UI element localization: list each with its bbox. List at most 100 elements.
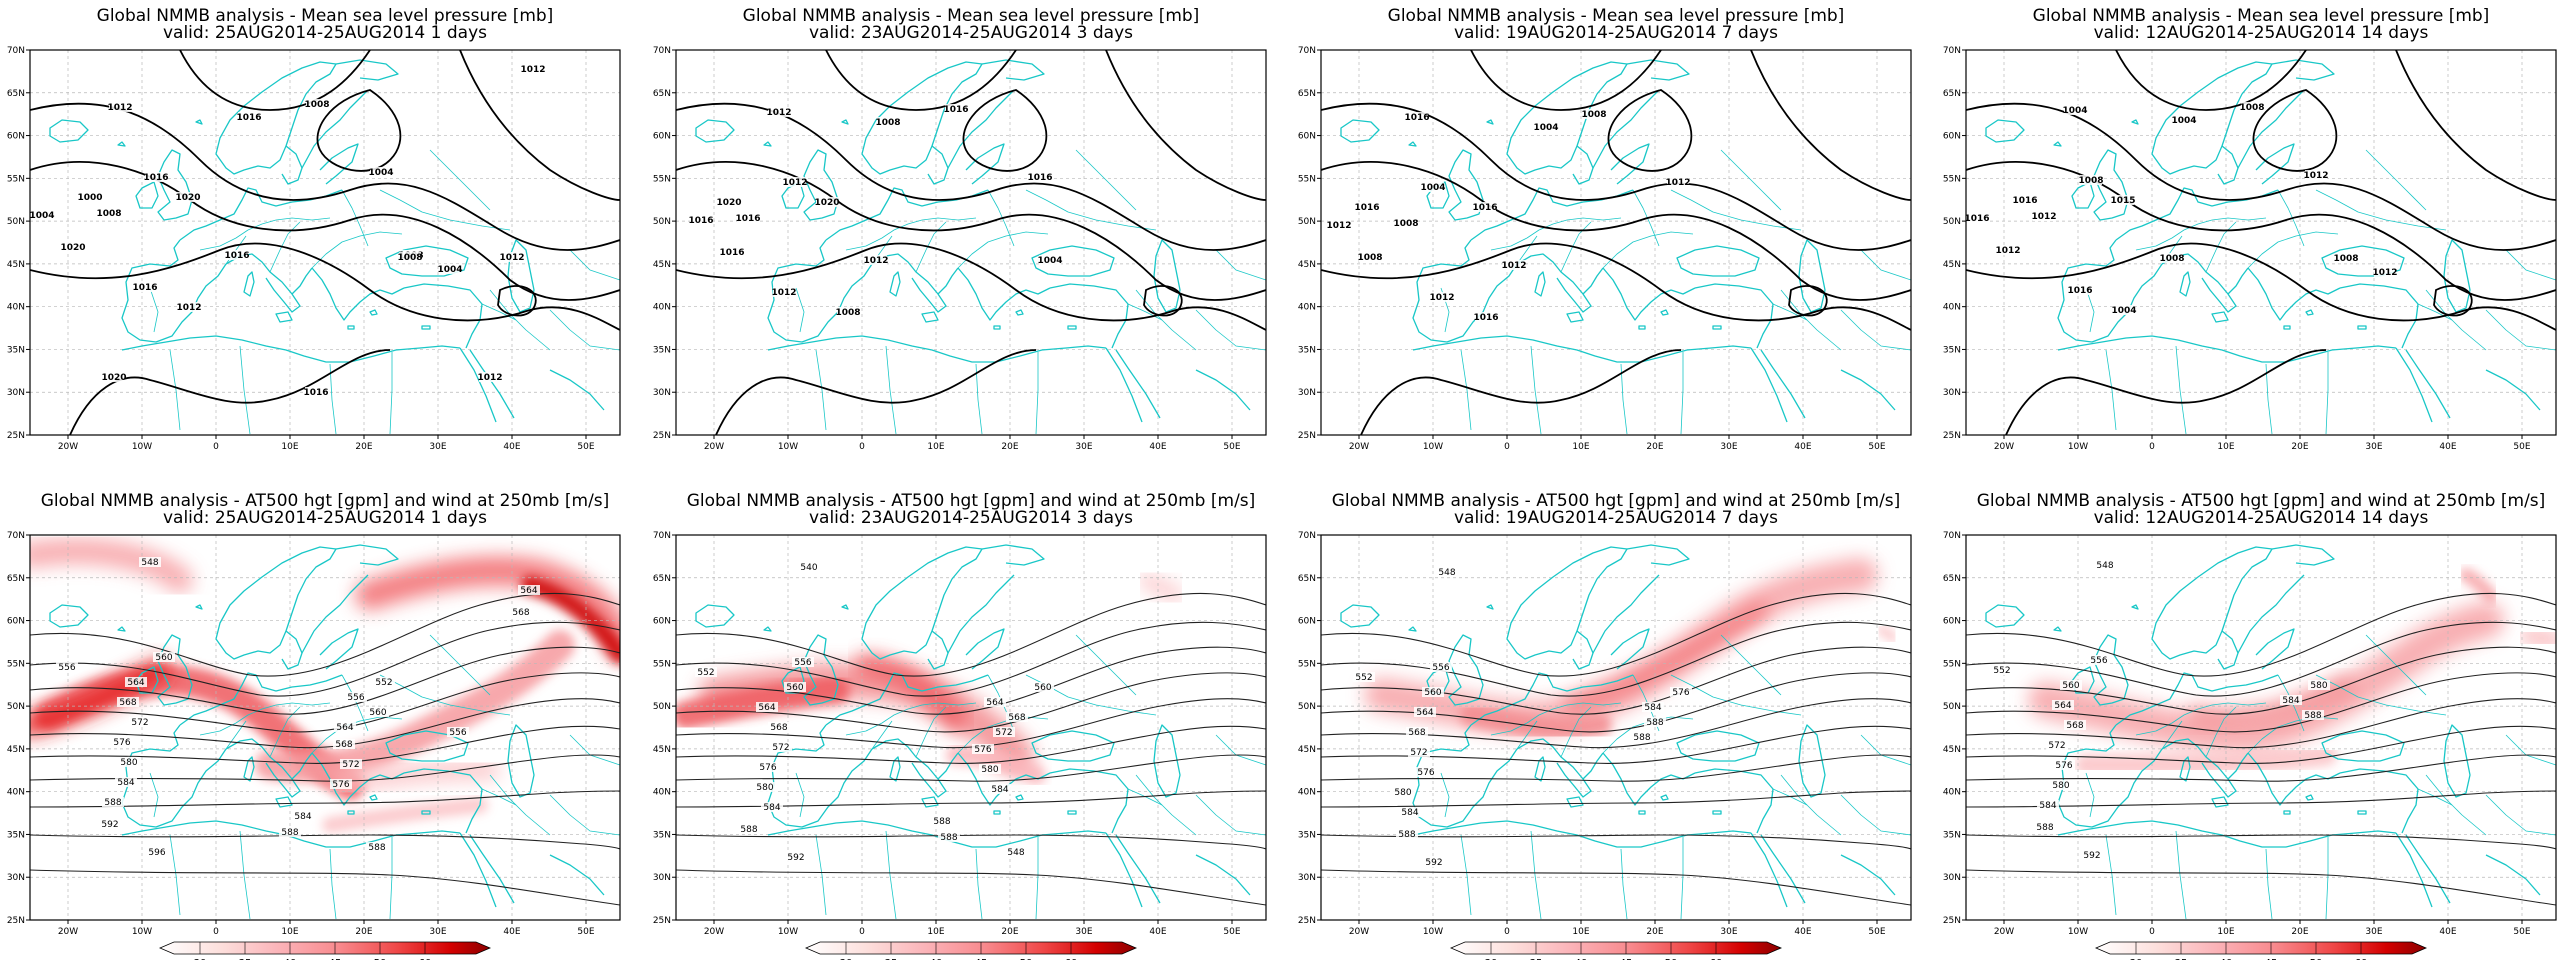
latitude-tick-label: 70N (1943, 46, 1961, 56)
longitude-tick-label: 40E (2439, 927, 2456, 937)
contour-label: 540 (800, 563, 817, 573)
panel-title: Global NMMB analysis - Mean sea level pr… (97, 6, 554, 26)
contour-label: 592 (787, 853, 804, 863)
longitude-tick-label: 20E (1646, 927, 1663, 937)
map-frame (1320, 49, 1912, 436)
contour-label: 1008 (2239, 103, 2264, 113)
longitude-tick-label: 50E (1223, 442, 1240, 452)
latitude-tick-label: 45N (7, 745, 25, 755)
z500-panel-3: Global NMMB analysis - AT500 hgt [gpm] a… (1298, 491, 1912, 960)
latitude-tick-label: 70N (1298, 46, 1316, 56)
latitude-tick-label: 40N (653, 303, 671, 313)
map-area: 540 552 556 560 564 568 572 576 580 584 588 592 560 5… (676, 535, 1266, 920)
latitude-tick-label: 25N (1943, 431, 1961, 441)
longitude-tick-label: 10W (778, 442, 798, 452)
contour-label: 588 (1633, 733, 1650, 743)
longitude-tick-label: 50E (1868, 927, 1885, 937)
longitude-tick-label: 10W (1423, 927, 1443, 937)
contour-label: 576 (332, 780, 349, 790)
longitude-tick-label: 20W (1349, 442, 1369, 452)
colorbar-label: 50 (1020, 958, 1033, 960)
map-frame (675, 49, 1267, 436)
contour-label: 584 (2282, 696, 2299, 706)
longitude-tick-label: 50E (1223, 927, 1240, 937)
map-frame (29, 534, 621, 921)
contour-label: 588 (368, 843, 385, 853)
contour-label: 564 (758, 703, 775, 713)
longitude-tick-label: 50E (577, 442, 594, 452)
contour-label: 552 (375, 678, 392, 688)
colorbar-label: 45 (1620, 958, 1633, 960)
contour-label: 1012 (1665, 178, 1690, 188)
contour-label: 572 (131, 718, 148, 728)
latitude-tick-label: 50N (1298, 702, 1316, 712)
contour-label: 556 (58, 663, 75, 673)
contour-label: 1004 (1037, 256, 1062, 266)
contour-label: 1012 (782, 178, 807, 188)
longitude-tick-label: 30E (429, 927, 446, 937)
contour-label: 1016 (719, 248, 744, 258)
latitude-tick-label: 30N (653, 873, 671, 883)
latitude-tick-label: 45N (1943, 260, 1961, 270)
colorbar-label: 45 (2265, 958, 2278, 960)
contour-label: 564 (1416, 708, 1433, 718)
latitude-tick-label: 50N (1943, 702, 1961, 712)
contour-label: 1008 (2333, 254, 2358, 264)
contour-label: 1012 (176, 303, 201, 313)
contour-label: 596 (148, 848, 165, 858)
longitude-tick-label: 20W (1994, 442, 2014, 452)
longitude-tick-label: 10E (2217, 927, 2234, 937)
mslp-panel-2: Global NMMB analysis - Mean sea level pr… (653, 6, 1267, 452)
contour-label: 1004 (1420, 183, 1445, 193)
colorbar-label: 50 (2310, 958, 2323, 960)
longitude-tick-label: 10W (132, 927, 152, 937)
colorbar-label: 60 (1710, 958, 1723, 960)
contour-label: 1008 (1357, 253, 1382, 263)
contour-label: 584 (2039, 801, 2056, 811)
contour-label: 580 (756, 783, 773, 793)
contour-label: 1016 (2067, 286, 2092, 296)
longitude-tick-label: 0 (2149, 442, 2155, 452)
longitude-tick-label: 20E (1001, 927, 1018, 937)
latitude-tick-label: 45N (1298, 260, 1316, 270)
contour-label: 576 (113, 738, 130, 748)
graticule (676, 50, 1266, 435)
latitude-tick-label: 40N (1943, 788, 1961, 798)
contour-label: 584 (1644, 703, 1661, 713)
contour-label: 1012 (771, 288, 796, 298)
longitude-tick-label: 10W (1423, 442, 1443, 452)
contour-label: 1016 (1472, 203, 1497, 213)
contour-label: 1016 (143, 173, 168, 183)
latitude-tick-label: 60N (1298, 617, 1316, 627)
longitude-tick-label: 30E (429, 442, 446, 452)
latitude-tick-label: 70N (653, 46, 671, 56)
latitude-tick-label: 30N (1298, 873, 1316, 883)
contour-label: 572 (2048, 741, 2065, 751)
contour-label: 1012 (477, 373, 502, 383)
contour-label: 1008 (96, 209, 121, 219)
longitude-tick-label: 40E (1794, 927, 1811, 937)
contour-label: 560 (155, 653, 172, 663)
latitude-tick-label: 70N (1943, 531, 1961, 541)
latitude-tick-label: 40N (1298, 788, 1316, 798)
contour-label: 1016 (1404, 113, 1429, 123)
panel-valid-period: valid: 23AUG2014-25AUG2014 3 days (809, 23, 1133, 43)
contour-label: 572 (995, 728, 1012, 738)
colorbar-label: 60 (419, 958, 432, 960)
longitude-tick-label: 10E (1572, 927, 1589, 937)
longitude-tick-label: 20E (1646, 442, 1663, 452)
contour-label: 1004 (2171, 116, 2196, 126)
longitude-tick-label: 0 (1504, 927, 1510, 937)
latitude-tick-label: 65N (7, 89, 25, 99)
longitude-tick-label: 20W (1994, 927, 2014, 937)
latitude-tick-label: 55N (7, 659, 25, 669)
jet-stream-band (1138, 572, 1184, 603)
latitude-tick-label: 60N (7, 132, 25, 142)
latitude-tick-label: 50N (7, 217, 25, 227)
latitude-tick-label: 70N (1298, 531, 1316, 541)
contour-label: 1012 (2303, 171, 2328, 181)
mslp-panel-4: Global NMMB analysis - Mean sea level pr… (1943, 6, 2557, 452)
contour-label: 1012 (863, 256, 888, 266)
